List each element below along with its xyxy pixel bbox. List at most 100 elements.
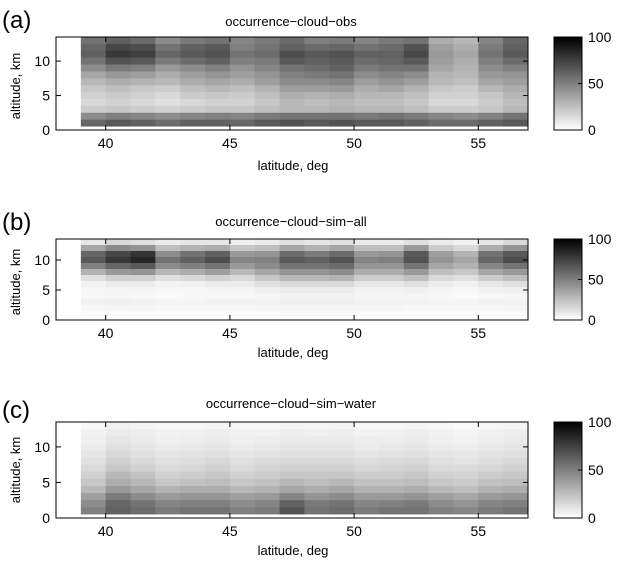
heatmap-cell <box>304 37 330 45</box>
heatmap-cell <box>105 105 131 114</box>
heatmap-cell <box>80 450 107 458</box>
heatmap-cell <box>155 43 181 52</box>
heatmap-cell <box>503 293 529 300</box>
heatmap-cell <box>155 112 181 121</box>
heatmap-cell <box>354 92 380 100</box>
heatmap-cell <box>478 71 504 79</box>
heatmap-cell <box>503 493 529 501</box>
heatmap-cell <box>180 119 206 127</box>
heatmap-cell <box>105 251 131 258</box>
heatmap-cell <box>279 257 305 264</box>
heatmap-cell <box>378 275 405 282</box>
heatmap-cell <box>56 471 82 480</box>
heatmap-cell <box>403 287 430 294</box>
heatmap-cell <box>378 450 405 458</box>
heatmap-cell <box>229 478 256 487</box>
heatmap-cell <box>155 443 181 451</box>
heatmap-cell <box>254 119 280 127</box>
heatmap-cell <box>304 251 330 258</box>
heatmap-cell <box>180 50 206 59</box>
colorbar-tick-label: 0 <box>588 312 596 328</box>
heatmap-cell <box>80 50 107 59</box>
heatmap-cell <box>155 422 181 430</box>
colorbar-gradient <box>553 421 583 519</box>
heatmap-cell <box>155 471 181 480</box>
ylabel-c: altitude, km <box>8 437 23 503</box>
heatmap-cell <box>478 119 504 127</box>
heatmap-cell <box>56 299 82 306</box>
heatmap-cell <box>453 85 479 93</box>
heatmap-cell <box>354 287 380 294</box>
heatmap-cell <box>403 500 430 508</box>
heatmap-cell <box>105 305 131 312</box>
heatmap-cell <box>105 78 131 86</box>
heatmap-cell <box>329 500 355 508</box>
heatmap-cell <box>180 457 206 466</box>
colorbar-gradient <box>553 36 583 131</box>
heatmap-cell <box>205 105 231 114</box>
heatmap-cell <box>254 478 280 487</box>
heatmap-cell <box>56 493 82 501</box>
heatmap-cell <box>254 112 280 121</box>
heatmap-cell <box>56 245 82 252</box>
heatmap-cell <box>428 299 454 306</box>
heatmap-cell <box>254 450 280 458</box>
panel-title-b: occurrence−cloud−sim−all <box>215 214 366 229</box>
heatmap-cell <box>403 493 430 501</box>
heatmap-cell <box>428 422 454 430</box>
heatmap-cell <box>279 78 305 86</box>
heatmap-cell <box>453 50 479 59</box>
heatmap-cell <box>478 85 504 93</box>
heatmap-cell <box>279 263 305 270</box>
heatmap-cell <box>453 57 479 65</box>
heatmap-cell <box>56 422 82 430</box>
heatmap-cell <box>378 239 405 246</box>
panel-label-b: (b) <box>2 209 31 236</box>
heatmap-cell <box>105 92 131 100</box>
heatmap-cell <box>503 275 529 282</box>
heatmap-cell <box>229 275 256 282</box>
heatmap-cell <box>205 251 231 258</box>
heatmap-cell <box>378 311 405 318</box>
heatmap-cell <box>130 257 156 264</box>
heatmap-cell <box>478 293 504 300</box>
heatmap-cell <box>80 443 107 451</box>
x-tick-label: 55 <box>471 135 487 151</box>
colorbar-tick-label: 100 <box>588 231 612 247</box>
heatmap-cell <box>453 464 479 473</box>
heatmap-cell <box>130 269 156 276</box>
heatmap-cell <box>229 50 256 59</box>
heatmap-cell <box>428 500 454 508</box>
heatmap-cell <box>56 275 82 282</box>
heatmap-cell <box>56 263 82 270</box>
heatmap-cell <box>329 239 355 246</box>
colorbar-a: 0 50 100 <box>553 29 612 138</box>
heatmap-cell <box>428 57 454 65</box>
heatmap-cell <box>453 239 479 246</box>
heatmap-cell <box>304 112 330 121</box>
heatmap-cell <box>329 507 355 515</box>
heatmap-cell <box>56 450 82 458</box>
heatmap-cell <box>130 239 156 246</box>
heatmap-cell <box>205 457 231 466</box>
heatmap-cell <box>428 507 454 515</box>
heatmap-cell <box>329 99 355 107</box>
heatmap-cell <box>503 429 529 437</box>
heatmap-cell <box>304 464 330 473</box>
heatmap-cell <box>378 78 405 86</box>
heatmap-cell <box>428 99 454 107</box>
heatmap-cell <box>229 112 256 121</box>
heatmap-cell <box>105 37 131 45</box>
heatmap-cell <box>105 64 131 72</box>
heatmap-cell <box>354 43 380 52</box>
heatmap-cell <box>254 64 280 72</box>
heatmap-cell <box>130 251 156 258</box>
heatmap-cell <box>403 457 430 466</box>
heatmap-cell <box>155 457 181 466</box>
heatmap-cell <box>279 64 305 72</box>
heatmap-cell <box>428 436 454 444</box>
heatmap-cell <box>180 263 206 270</box>
heatmap-cell <box>254 263 280 270</box>
heatmap-cell <box>130 78 156 86</box>
heatmap-cell <box>378 436 405 444</box>
